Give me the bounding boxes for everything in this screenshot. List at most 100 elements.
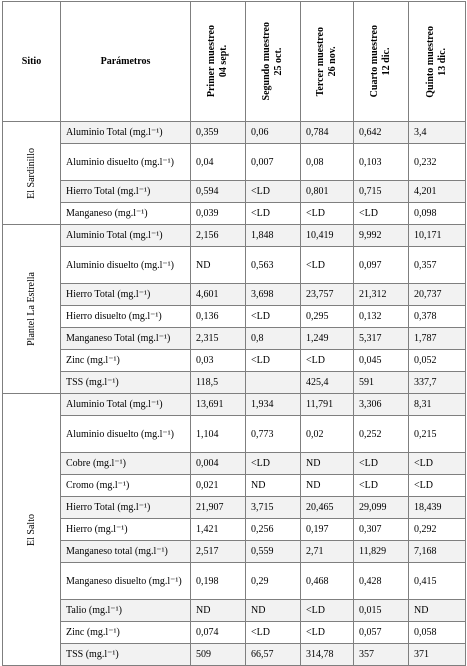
- value-cell: 20,737: [408, 283, 466, 306]
- sample-header: Primer muestreo 04 sept.: [190, 1, 246, 122]
- value-cell: 0,801: [300, 180, 354, 203]
- value-cell: 4,201: [408, 180, 466, 203]
- site-cell: El Sardinillo: [2, 121, 61, 225]
- value-cell: <LD: [245, 349, 301, 372]
- parameter-cell: Aluminio disuelto (mg.l⁻¹): [60, 246, 191, 284]
- header-row: Sitio Parámetros Primer muestreo 04 sept.…: [2, 1, 466, 122]
- value-cell: 0,232: [408, 143, 466, 181]
- value-cell: 0,773: [245, 415, 301, 453]
- value-cell: <LD: [300, 349, 354, 372]
- sample-header-text: Quinto muestreo 13 dic.: [425, 26, 449, 98]
- value-cell: ND: [408, 599, 466, 622]
- value-cell: 1,104: [190, 415, 246, 453]
- value-cell: 0,06: [245, 121, 301, 144]
- site-cell: El Salto: [2, 393, 61, 666]
- value-cell: [245, 371, 301, 394]
- value-cell: 21,312: [353, 283, 409, 306]
- value-cell: 0,295: [300, 305, 354, 328]
- value-cell: 11,829: [353, 540, 409, 563]
- sample-header-line: Quinto muestreo: [425, 25, 436, 98]
- value-cell: ND: [245, 474, 301, 497]
- value-cell: ND: [245, 599, 301, 622]
- value-cell: 0,642: [353, 121, 409, 144]
- data-row: TSS (mg.l⁻¹) 118,5 425,4 591 337,7: [3, 371, 466, 394]
- value-cell: 20,465: [300, 496, 354, 519]
- value-cell: 0,428: [353, 562, 409, 600]
- value-cell: 5,317: [353, 327, 409, 350]
- value-cell: 0,007: [245, 143, 301, 181]
- parameter-cell: TSS (mg.l⁻¹): [60, 643, 191, 666]
- parameter-cell: Aluminio Total (mg.l⁻¹): [60, 121, 191, 144]
- parameter-cell: Manganeso (mg.l⁻¹): [60, 202, 191, 225]
- value-cell: 1,934: [245, 393, 301, 416]
- value-cell: 591: [353, 371, 409, 394]
- value-cell: 314,78: [300, 643, 354, 666]
- value-cell: 1,848: [245, 224, 301, 247]
- sample-header-text: Cuarto muestreo 12 dic.: [369, 25, 393, 97]
- value-cell: 0,292: [408, 518, 466, 541]
- parameter-cell: Hierro Total (mg.l⁻¹): [60, 180, 191, 203]
- data-row: Hierro disuelto (mg.l⁻¹) 0,136 <LD 0,295 0,1…: [3, 305, 466, 328]
- parameter-cell: Aluminio Total (mg.l⁻¹): [60, 393, 191, 416]
- value-cell: 0,098: [408, 202, 466, 225]
- value-cell: <LD: [300, 621, 354, 644]
- parameter-cell: Zinc (mg.l⁻¹): [60, 349, 191, 372]
- value-cell: 2,71: [300, 540, 354, 563]
- value-cell: 9,992: [353, 224, 409, 247]
- value-cell: 0,357: [408, 246, 466, 284]
- value-cell: 3,306: [353, 393, 409, 416]
- value-cell: <LD: [245, 305, 301, 328]
- value-cell: 2,156: [190, 224, 246, 247]
- parameter-cell: Cromo (mg.l⁻¹): [60, 474, 191, 497]
- value-cell: 3,4: [408, 121, 466, 144]
- value-cell: 0,252: [353, 415, 409, 453]
- data-row: Talio (mg.l⁻¹) ND ND <LD 0,015 ND: [3, 599, 466, 622]
- value-cell: 0,8: [245, 327, 301, 350]
- sample-header-line: 25 oct.: [273, 47, 284, 76]
- data-row: Plantel La Estrella Aluminio Total (mg.l⁻…: [2, 224, 466, 394]
- data-row: Aluminio disuelto (mg.l⁻¹) ND 0,563 <LD 0,09…: [3, 246, 466, 284]
- value-cell: 1,421: [190, 518, 246, 541]
- data-row: Manganeso total (mg.l⁻¹) 2,517 0,559 2,71 11…: [3, 540, 466, 563]
- value-cell: <LD: [300, 246, 354, 284]
- value-cell: ND: [300, 474, 354, 497]
- value-cell: 10,171: [408, 224, 466, 247]
- value-cell: 4,601: [190, 283, 246, 306]
- parameter-cell: Hierro disuelto (mg.l⁻¹): [60, 305, 191, 328]
- value-cell: 0,057: [353, 621, 409, 644]
- value-cell: 0,03: [190, 349, 246, 372]
- data-row: Zinc (mg.l⁻¹) 0,03 <LD <LD 0,045 0,052: [3, 349, 466, 372]
- sample-header-line: 26 nov.: [327, 46, 338, 77]
- value-cell: 0,045: [353, 349, 409, 372]
- value-cell: ND: [190, 599, 246, 622]
- value-cell: <LD: [353, 452, 409, 475]
- value-cell: 0,074: [190, 621, 246, 644]
- site-cell: Plantel La Estrella: [2, 224, 61, 394]
- value-cell: 509: [190, 643, 246, 666]
- value-cell: ND: [300, 452, 354, 475]
- sample-header-line: 13 dic.: [437, 47, 448, 76]
- value-cell: 1,249: [300, 327, 354, 350]
- value-cell: <LD: [408, 452, 466, 475]
- value-cell: 0,052: [408, 349, 466, 372]
- data-row: Hierro (mg.l⁻¹) 1,421 0,256 0,197 0,307 0,292: [3, 518, 466, 541]
- value-cell: 0,021: [190, 474, 246, 497]
- sample-header: Quinto muestreo 13 dic.: [408, 1, 466, 122]
- value-cell: 3,715: [245, 496, 301, 519]
- sample-header: Tercer muestreo 26 nov.: [300, 1, 354, 122]
- value-cell: 0,136: [190, 305, 246, 328]
- value-cell: 7,168: [408, 540, 466, 563]
- sample-header-line: Segundo muestreo: [261, 22, 272, 101]
- value-cell: 10,419: [300, 224, 354, 247]
- parameter-cell: Hierro (mg.l⁻¹): [60, 518, 191, 541]
- sample-header-text: Primer muestreo 04 sept.: [206, 25, 230, 97]
- value-cell: 0,415: [408, 562, 466, 600]
- value-cell: <LD: [353, 474, 409, 497]
- data-row: TSS (mg.l⁻¹) 509 66,57 314,78 357 371: [3, 643, 466, 666]
- sample-header-line: Primer muestreo: [206, 25, 217, 98]
- value-cell: 0,004: [190, 452, 246, 475]
- data-row: Cobre (mg.l⁻¹) 0,004 <LD ND <LD <LD: [3, 452, 466, 475]
- parameter-cell: Aluminio disuelto (mg.l⁻¹): [60, 415, 191, 453]
- parameter-cell: Hierro Total (mg.l⁻¹): [60, 283, 191, 306]
- data-row: El Sardinillo Aluminio Total (mg.l⁻¹) 0,35…: [2, 121, 466, 225]
